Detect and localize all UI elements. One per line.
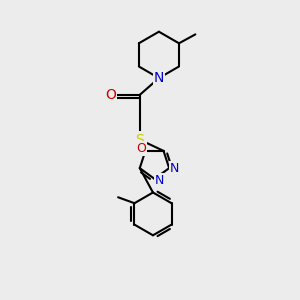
- Text: O: O: [136, 142, 146, 155]
- Text: O: O: [105, 88, 116, 102]
- Text: S: S: [135, 133, 144, 147]
- Text: N: N: [154, 71, 164, 85]
- Text: N: N: [170, 162, 179, 175]
- Text: N: N: [155, 174, 164, 188]
